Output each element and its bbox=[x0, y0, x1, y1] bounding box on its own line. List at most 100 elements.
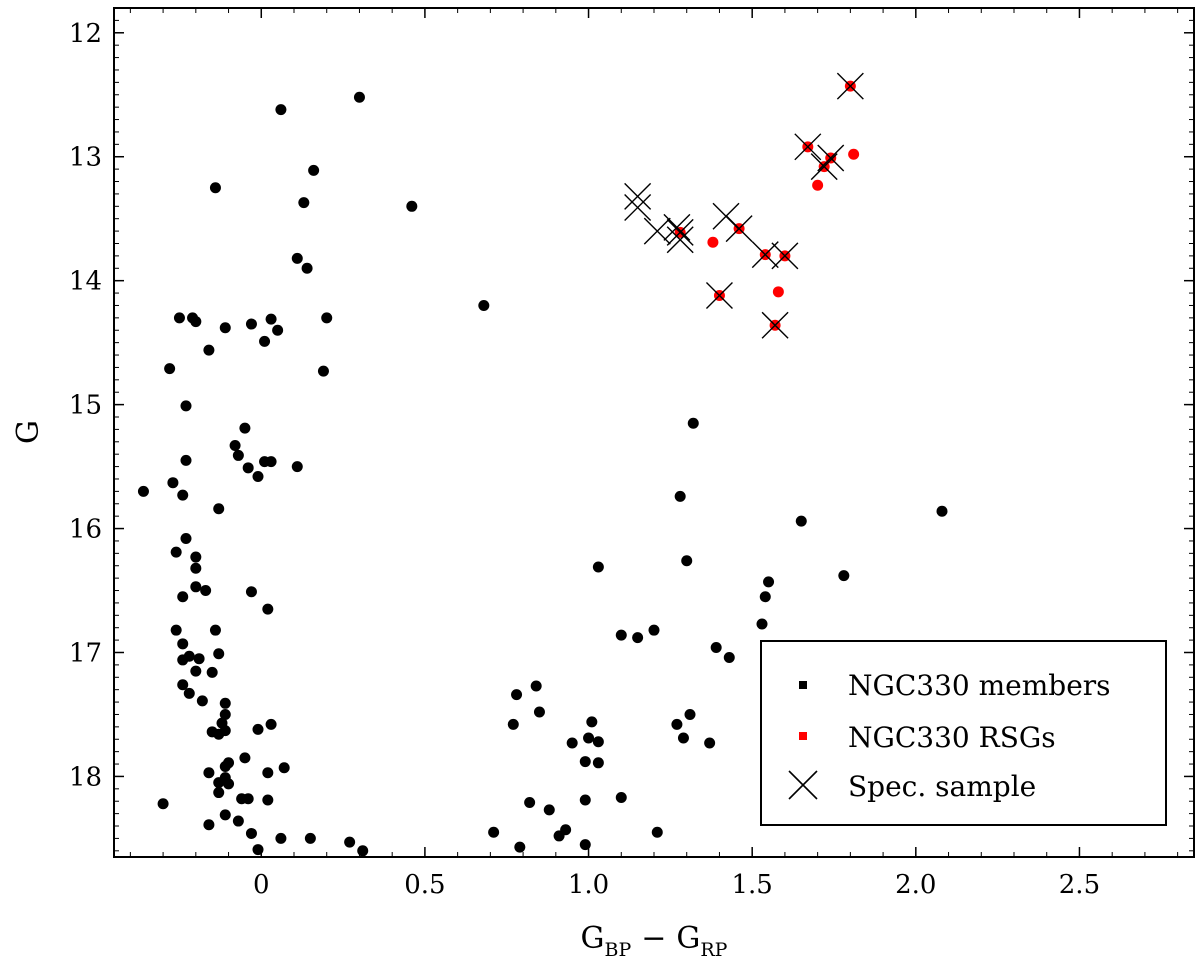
member-point bbox=[704, 737, 716, 749]
member-point bbox=[213, 648, 225, 660]
member-point bbox=[229, 440, 241, 452]
y-tick-label: 18 bbox=[69, 762, 102, 792]
member-point bbox=[203, 344, 215, 356]
x-tick-label: 2.0 bbox=[895, 870, 936, 900]
member-point bbox=[671, 718, 683, 730]
member-point bbox=[180, 400, 192, 412]
member-point bbox=[357, 845, 369, 857]
spec-sample-point bbox=[794, 133, 822, 161]
member-point bbox=[583, 732, 595, 744]
y-tick-label: 14 bbox=[69, 267, 102, 297]
member-point bbox=[213, 728, 225, 740]
member-point bbox=[651, 826, 663, 838]
member-point bbox=[566, 737, 578, 749]
member-point bbox=[308, 164, 320, 176]
member-point bbox=[681, 555, 693, 567]
member-point bbox=[157, 798, 169, 810]
member-point bbox=[190, 581, 202, 593]
member-point bbox=[533, 706, 545, 718]
member-point bbox=[245, 586, 257, 598]
member-point bbox=[203, 767, 215, 779]
spec-cross-line bbox=[624, 182, 652, 210]
spec-cross-line bbox=[666, 218, 694, 246]
x-axis-label: GBP − GRP bbox=[581, 921, 728, 961]
member-point bbox=[196, 695, 208, 707]
member-point bbox=[275, 832, 287, 844]
member-point bbox=[183, 687, 195, 699]
rsg-point bbox=[707, 236, 719, 248]
spec-sample-point bbox=[817, 144, 845, 172]
spec-cross-line bbox=[836, 72, 864, 100]
member-point bbox=[615, 629, 627, 641]
spec-sample-point bbox=[761, 311, 789, 339]
spec-cross-line bbox=[810, 153, 838, 181]
member-point bbox=[275, 104, 287, 116]
member-point bbox=[710, 642, 722, 654]
spec-sample-point bbox=[624, 182, 652, 210]
member-point bbox=[579, 756, 591, 768]
member-point bbox=[223, 778, 235, 790]
member-point bbox=[344, 836, 356, 848]
member-point bbox=[687, 417, 699, 429]
member-point bbox=[137, 485, 149, 497]
x-tick-label: 1.5 bbox=[732, 870, 773, 900]
member-point bbox=[592, 736, 604, 748]
member-point bbox=[219, 708, 231, 720]
member-point bbox=[317, 365, 329, 377]
member-point bbox=[167, 477, 179, 489]
member-point bbox=[278, 762, 290, 774]
member-point bbox=[177, 489, 189, 501]
member-point bbox=[511, 689, 523, 701]
member-point bbox=[190, 551, 202, 563]
member-point bbox=[236, 793, 248, 805]
member-point bbox=[353, 91, 365, 103]
series-spec-sample bbox=[624, 72, 864, 339]
member-point bbox=[406, 200, 418, 212]
member-point bbox=[213, 503, 225, 515]
member-point bbox=[507, 718, 519, 730]
spec-cross-line bbox=[794, 133, 822, 161]
x-tick-label: 0 bbox=[253, 870, 270, 900]
member-point bbox=[291, 461, 303, 473]
series-members bbox=[137, 91, 948, 857]
spec-sample-point bbox=[666, 218, 694, 246]
member-point bbox=[478, 299, 490, 311]
member-point bbox=[164, 363, 176, 375]
spec-cross-line bbox=[817, 144, 845, 172]
member-point bbox=[262, 767, 274, 779]
member-point bbox=[177, 679, 189, 691]
spec-cross-line bbox=[705, 282, 733, 310]
member-point bbox=[795, 515, 807, 527]
member-point bbox=[488, 826, 500, 838]
legend-marker-spec bbox=[788, 770, 818, 800]
spec-cross-line bbox=[624, 194, 652, 222]
rsg-point bbox=[848, 148, 860, 160]
member-point bbox=[291, 252, 303, 264]
spec-cross-line bbox=[666, 226, 694, 254]
member-point bbox=[298, 197, 310, 209]
x-tick-label: 0.5 bbox=[404, 870, 445, 900]
y-tick-label: 17 bbox=[69, 638, 102, 668]
member-point bbox=[684, 708, 696, 720]
member-point bbox=[543, 804, 555, 816]
member-point bbox=[206, 666, 218, 678]
member-point bbox=[579, 794, 591, 806]
member-point bbox=[514, 841, 526, 853]
member-point bbox=[209, 182, 221, 194]
member-point bbox=[252, 723, 264, 735]
member-point bbox=[579, 839, 591, 851]
y-tick-label: 15 bbox=[69, 391, 102, 421]
member-point bbox=[239, 752, 251, 764]
member-point bbox=[219, 697, 231, 709]
member-point bbox=[203, 819, 215, 831]
member-point bbox=[232, 449, 244, 461]
member-point bbox=[213, 777, 225, 789]
member-point bbox=[170, 624, 182, 636]
member-point bbox=[759, 591, 771, 603]
spec-cross-line bbox=[761, 311, 789, 339]
member-point bbox=[763, 576, 775, 588]
spec-cross-line bbox=[643, 217, 671, 245]
y-tick-label: 16 bbox=[69, 515, 102, 545]
member-point bbox=[648, 624, 660, 636]
